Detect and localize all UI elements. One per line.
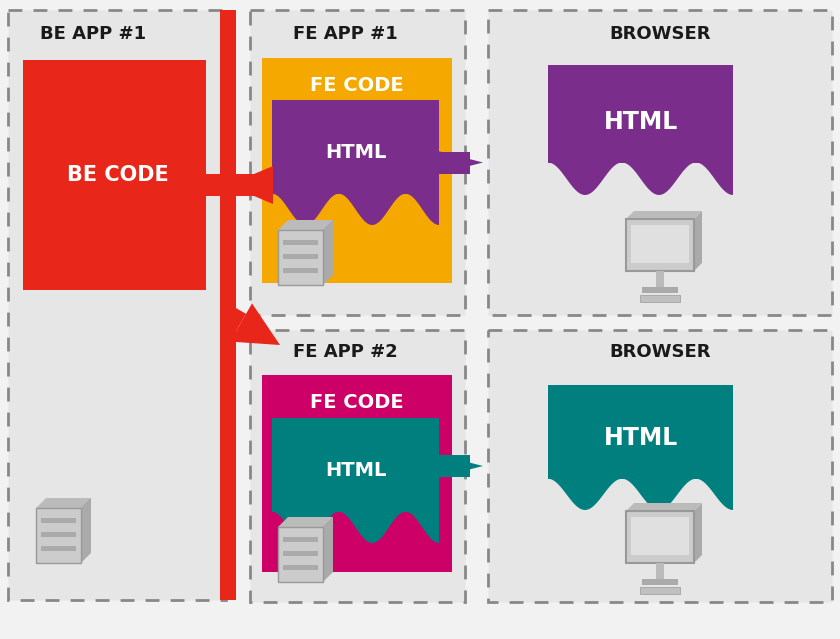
Text: FE CODE: FE CODE [310, 75, 404, 95]
Bar [640, 587, 680, 594]
Polygon shape [548, 162, 733, 195]
Text: HTML: HTML [603, 426, 678, 450]
Bar [631, 225, 689, 263]
Text: FE CODE: FE CODE [310, 392, 404, 412]
Bar [250, 10, 465, 315]
Bar [548, 65, 733, 162]
Bar [283, 537, 318, 542]
Polygon shape [428, 452, 483, 480]
Text: HTML: HTML [325, 142, 386, 162]
Polygon shape [81, 498, 91, 563]
Bar [288, 517, 333, 572]
Bar [41, 532, 76, 537]
Polygon shape [175, 166, 220, 204]
Bar [8, 10, 226, 600]
Polygon shape [278, 220, 333, 230]
Bar [283, 551, 318, 556]
Polygon shape [694, 211, 702, 271]
Bar [656, 271, 664, 287]
Polygon shape [428, 148, 483, 176]
Bar [283, 254, 318, 259]
Polygon shape [626, 503, 702, 511]
Bar [548, 385, 733, 479]
Bar [288, 220, 333, 275]
Bar [23, 60, 206, 290]
Bar [428, 151, 470, 174]
Polygon shape [323, 517, 333, 582]
Bar [220, 10, 236, 600]
Text: BE CODE: BE CODE [67, 165, 169, 185]
Bar [626, 511, 694, 563]
Polygon shape [230, 304, 280, 345]
Bar [41, 546, 76, 551]
Bar [262, 375, 452, 572]
Text: BROWSER: BROWSER [609, 25, 711, 43]
Text: HTML: HTML [603, 110, 678, 134]
Bar [626, 219, 694, 271]
Bar [46, 498, 91, 553]
Polygon shape [626, 211, 702, 219]
Polygon shape [548, 479, 733, 510]
Text: FE APP #2: FE APP #2 [292, 343, 397, 361]
Bar [262, 58, 452, 283]
Polygon shape [36, 498, 91, 508]
Polygon shape [272, 194, 439, 225]
Polygon shape [323, 220, 333, 285]
Bar [36, 508, 81, 563]
Bar [175, 174, 273, 196]
Polygon shape [223, 306, 246, 331]
Bar [656, 563, 664, 579]
Bar [250, 330, 465, 602]
Text: BE APP #1: BE APP #1 [40, 25, 146, 43]
Text: BROWSER: BROWSER [609, 343, 711, 361]
Bar [428, 455, 470, 477]
Bar [278, 230, 323, 285]
Polygon shape [272, 512, 439, 543]
Bar [631, 517, 689, 555]
Bar [488, 10, 832, 315]
Bar [272, 100, 439, 194]
Polygon shape [228, 166, 273, 204]
Bar [283, 565, 318, 570]
Bar [640, 295, 680, 302]
Bar [272, 418, 439, 512]
Text: FE APP #1: FE APP #1 [292, 25, 397, 43]
Bar [642, 579, 678, 585]
Polygon shape [694, 503, 702, 563]
Text: HTML: HTML [325, 461, 386, 479]
Bar [488, 330, 832, 602]
Polygon shape [278, 517, 333, 527]
Bar [41, 518, 76, 523]
Bar [283, 240, 318, 245]
Bar [283, 268, 318, 273]
Bar [642, 287, 678, 293]
Bar [278, 527, 323, 582]
